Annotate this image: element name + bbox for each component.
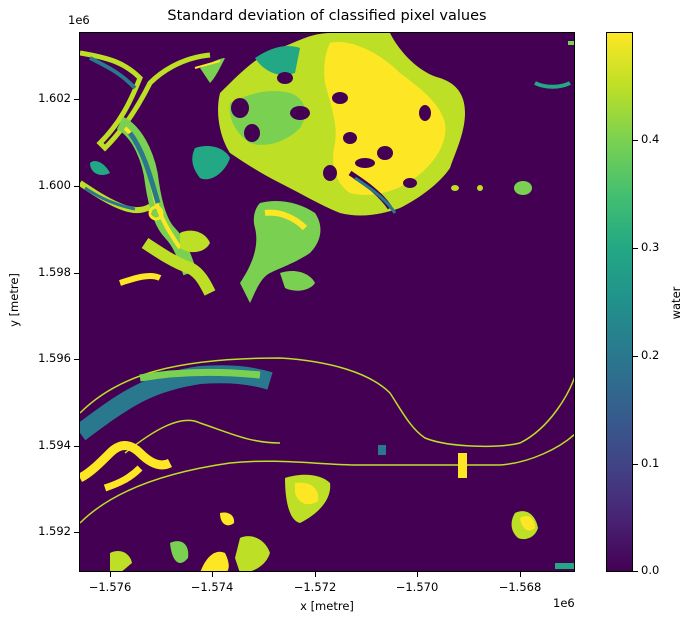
- colorbar-tick-mark: [633, 356, 638, 357]
- y-tick-label: 1.594: [38, 438, 71, 452]
- x-tick-mark: [520, 572, 521, 577]
- y-axis-title: y [metre]: [7, 273, 21, 327]
- y-tick-label: 1.592: [38, 524, 71, 538]
- x-tick-label: −1.576: [88, 580, 132, 594]
- x-tick-mark: [212, 572, 213, 577]
- colorbar-tick-label: 0.3: [641, 240, 660, 254]
- y-tick-label: 1.598: [38, 265, 71, 279]
- x-offset-label: 1e6: [553, 596, 575, 610]
- x-tick-label: −1.568: [498, 580, 542, 594]
- y-tick-mark: [74, 532, 79, 533]
- colorbar-tick-mark: [633, 571, 638, 572]
- colorbar-tick-mark: [633, 464, 638, 465]
- x-axis-title: x [metre]: [300, 599, 354, 613]
- colorbar: [606, 32, 633, 572]
- colorbar-tick-label: 0.1: [641, 456, 660, 470]
- chart-title: Standard deviation of classified pixel v…: [167, 8, 487, 24]
- x-tick-mark: [315, 572, 316, 577]
- x-tick-mark: [417, 572, 418, 577]
- x-tick-mark: [110, 572, 111, 577]
- heatmap-plot-area: [79, 32, 575, 572]
- heatmap-raster: [80, 33, 574, 571]
- y-tick-label: 1.602: [38, 91, 71, 105]
- colorbar-tick-label: 0.2: [641, 348, 660, 362]
- colorbar-label: water: [669, 286, 683, 320]
- y-tick-mark: [74, 273, 79, 274]
- y-tick-mark: [74, 359, 79, 360]
- y-tick-mark: [74, 446, 79, 447]
- y-tick-mark: [74, 186, 79, 187]
- y-tick-mark: [74, 99, 79, 100]
- x-tick-label: −1.572: [293, 580, 337, 594]
- x-tick-label: −1.574: [190, 580, 234, 594]
- colorbar-tick-label: 0.0: [641, 563, 660, 577]
- colorbar-tick-mark: [633, 248, 638, 249]
- y-tick-label: 1.600: [38, 178, 71, 192]
- y-offset-label: 1e6: [68, 13, 90, 27]
- colorbar-tick-label: 0.4: [641, 132, 660, 146]
- y-tick-label: 1.596: [38, 351, 71, 365]
- colorbar-tick-mark: [633, 140, 638, 141]
- x-tick-label: −1.570: [395, 580, 439, 594]
